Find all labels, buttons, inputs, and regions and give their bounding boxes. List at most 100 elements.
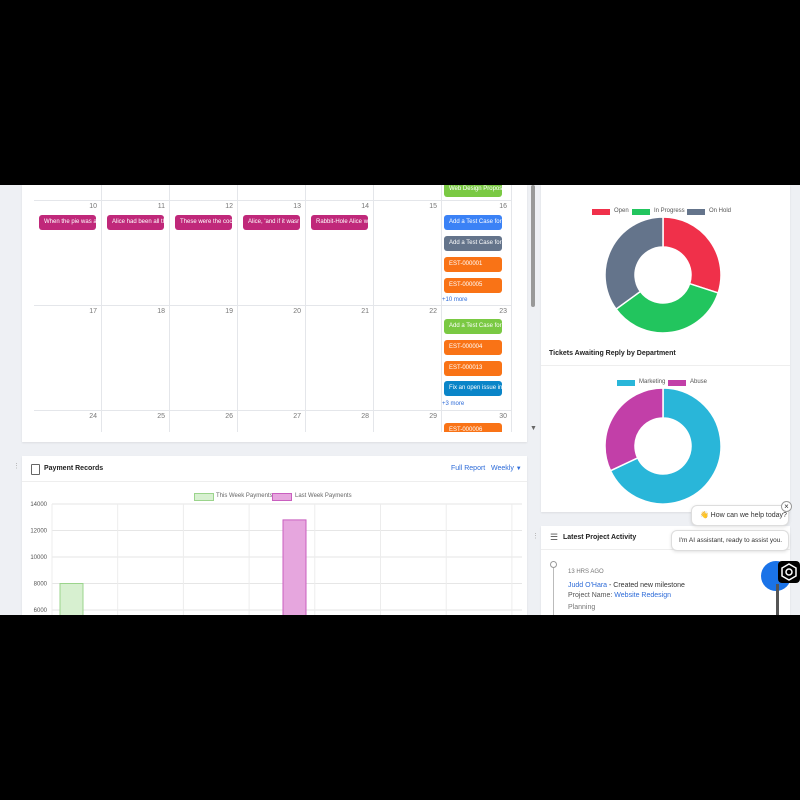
y-tick-label: 12000 [30, 529, 47, 535]
calendar-event[interactable]: Web Design Propos [444, 185, 502, 197]
legend-label: Open [614, 208, 629, 214]
calendar-event[interactable]: EST-000006 [444, 423, 502, 432]
timeline-dot [550, 561, 557, 568]
day-number: 15 [429, 203, 437, 210]
activity-line: Judd O'Hara - Created new milestone [568, 582, 685, 589]
calendar-scrollbar[interactable] [531, 185, 535, 307]
day-number: 14 [361, 203, 369, 210]
y-tick-label: 10000 [30, 555, 47, 561]
divider [22, 481, 527, 482]
day-number: 19 [225, 308, 233, 315]
day-number: 12 [225, 203, 233, 210]
legend-swatch [592, 209, 610, 215]
calendar-grid: Web Design Propos 10 11 12 13 14 15 16 W… [34, 185, 512, 432]
calendar-event-clip: EST-000006 [442, 421, 504, 432]
calendar-event[interactable]: Rabbit-Hole Alice w [311, 215, 368, 230]
calendar-event[interactable]: Alice had been all tl [107, 215, 164, 230]
calendar-event[interactable]: EST-000001 [444, 257, 502, 272]
donut-slice-in-progress [615, 282, 720, 334]
legend-swatch [668, 380, 686, 386]
legend-label: In Progress [654, 208, 685, 214]
calendar-event[interactable]: EST-000004 [444, 340, 502, 355]
full-report-link[interactable]: Full Report [451, 465, 486, 472]
chat-scroll-edge [776, 584, 779, 615]
day-number: 13 [293, 203, 301, 210]
day-number: 28 [361, 413, 369, 420]
department-donut [604, 388, 722, 505]
calendar-event[interactable]: EST-000013 [444, 361, 502, 376]
chat-assistant-bubble[interactable]: I'm AI assistant, ready to assist you. [671, 530, 789, 551]
y-tick-label: 6000 [34, 608, 48, 614]
drag-handle-icon[interactable]: ⋮⋮ [13, 463, 26, 470]
period-dropdown[interactable]: Weekly ▼ [491, 465, 522, 472]
activity-time: 13 HRS AGO [568, 569, 604, 575]
more-events-link[interactable]: +3 more [442, 401, 465, 407]
scroll-down-icon[interactable]: ▼ [530, 425, 537, 432]
ai-assistant-icon[interactable] [778, 561, 800, 583]
calendar-event[interactable]: Add a Test Case for [444, 236, 502, 251]
caret-down-icon: ▼ [515, 466, 522, 472]
calendar-event[interactable]: Add a Test Case for [444, 215, 502, 230]
day-number: 29 [429, 413, 437, 420]
calendar-event[interactable]: Alice, 'and if it wasr [243, 215, 300, 230]
day-number: 22 [429, 308, 437, 315]
close-icon[interactable]: × [781, 501, 792, 512]
bar-this-week [59, 583, 84, 615]
bar-last-week [282, 519, 307, 615]
day-number: 17 [89, 308, 97, 315]
tickets-charts-card: Open In Progress On Hold Tickets Awaitin… [541, 185, 790, 512]
divider [541, 549, 790, 550]
calendar-card: Web Design Propos 10 11 12 13 14 15 16 W… [22, 185, 537, 442]
donut-slice-marketing [609, 388, 722, 505]
card-title: Payment Records [44, 465, 104, 472]
calendar-event[interactable]: Add a Test Case for [444, 319, 502, 334]
day-number: 10 [89, 203, 97, 210]
project-link[interactable]: Website Redesign [614, 592, 671, 599]
project-label: Project Name: [568, 592, 615, 599]
calendar-week: 24 25 26 27 28 29 30 [34, 410, 512, 432]
legend-swatch [194, 493, 214, 501]
period-label: Weekly [491, 465, 514, 472]
day-number: 21 [361, 308, 369, 315]
legend-label: On Hold [709, 208, 732, 214]
drag-handle-icon[interactable]: ⋮⋮ [532, 533, 545, 540]
calendar-week: 10 11 12 13 14 15 16 [34, 200, 512, 306]
timeline-line [553, 563, 554, 615]
calendar-week-prev [34, 185, 512, 201]
ticket-status-donut [604, 217, 722, 334]
legend-label: Last Week Payments [295, 493, 352, 499]
calendar-event[interactable]: When the pie was a [39, 215, 96, 230]
y-tick-label: 8000 [34, 582, 48, 588]
y-tick-label: 14000 [30, 502, 47, 508]
calendar-event[interactable]: EST-000005 [444, 278, 502, 293]
milestone-name: Planning [568, 604, 596, 611]
more-events-link[interactable]: +10 more [442, 297, 468, 303]
activity-project: Project Name: Website Redesign [568, 592, 671, 599]
calendar-event[interactable]: These were the coc [175, 215, 232, 230]
legend-swatch [617, 380, 635, 386]
list-icon: ☰ [550, 532, 559, 542]
activity-action: - Created new milestone [607, 582, 685, 589]
payment-chart: 6000 8000 10000 12000 14000 [30, 502, 522, 615]
document-icon [31, 464, 40, 475]
activity-user-link[interactable]: Judd O'Hara [568, 582, 608, 589]
day-number: 30 [499, 413, 507, 420]
day-number: 18 [157, 308, 165, 315]
legend-swatch [632, 209, 650, 215]
card-title: Latest Project Activity [563, 534, 637, 541]
calendar-event[interactable]: Fix an open issue in [444, 381, 502, 396]
legend-label: This Week Payments [216, 493, 273, 499]
payment-records-card: Payment Records Full Report Weekly ▼ Thi… [22, 456, 527, 615]
divider [541, 365, 790, 366]
dashboard-viewport: Web Design Propos 10 11 12 13 14 15 16 W… [0, 185, 800, 615]
donut-slice-open [662, 217, 722, 294]
chat-greeting-bubble[interactable]: 👋 How can we help today? [691, 505, 789, 526]
section-title: Tickets Awaiting Reply by Department [549, 350, 676, 357]
day-number: 16 [499, 203, 507, 210]
legend-swatch [272, 493, 292, 501]
calendar-week: 17 18 19 20 21 22 23 [34, 305, 512, 411]
day-number: 24 [89, 413, 97, 420]
legend-label: Marketing [639, 379, 666, 385]
legend-label: Abuse [690, 379, 708, 385]
day-number: 26 [225, 413, 233, 420]
